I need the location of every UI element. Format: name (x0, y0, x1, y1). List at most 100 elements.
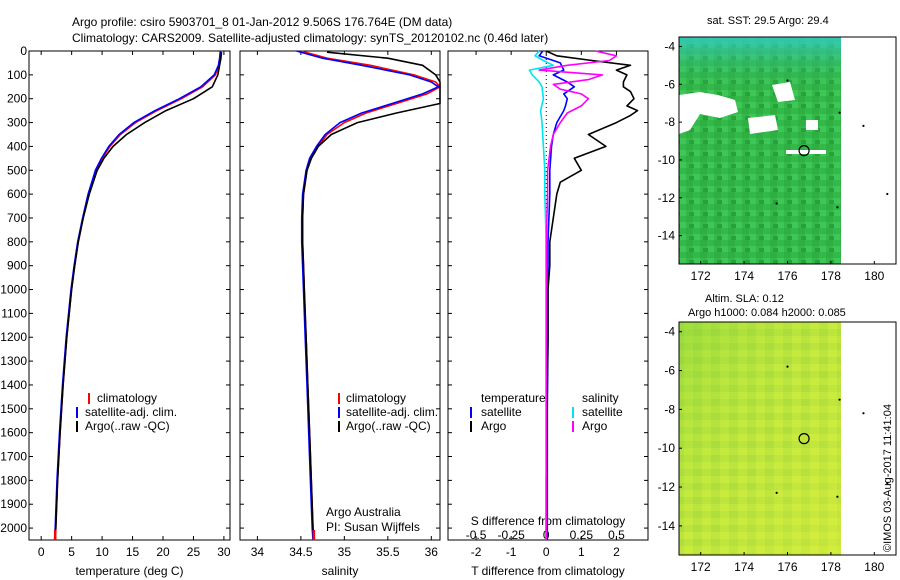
figure-title-line2: Climatology: CARS2009. Satellite-adjuste… (72, 31, 548, 45)
sla-map-shading (679, 322, 841, 555)
legend-sal-argo-label: Argo (582, 419, 608, 433)
map-x-tick-label: 176 (777, 560, 797, 574)
legend-climatology-label: climatology (97, 391, 157, 405)
map-y-tick-label: -12 (658, 191, 676, 205)
map-x-tick-label: 172 (691, 269, 711, 283)
map-y-tick-label: -10 (658, 153, 676, 167)
map-y-tick-label: -14 (658, 229, 676, 243)
sla-map: Altim. SLA: 0.12 Argo h1000: 0.084 h2000… (658, 293, 897, 574)
map-y-tick-label: -8 (664, 115, 675, 129)
depth-tick-label: 1800 (0, 473, 27, 487)
salinity-panel: 34 34.5 35 35.5 36 salinity (239, 50, 441, 578)
x-axis-label: temperature (deg C) (75, 564, 183, 578)
depth-tick-label: 500 (7, 163, 27, 177)
x-tick-label: 36 (425, 545, 439, 559)
depth-tick-label: 0 (20, 44, 27, 58)
map-x-tick-label: 172 (691, 560, 711, 574)
series-line (53, 50, 222, 541)
map-y-tick-label: -6 (664, 364, 675, 378)
island-marker (862, 412, 865, 415)
temperature-legend: climatology satellite-adj. clim. Argo(..… (76, 391, 177, 433)
series-line (538, 50, 576, 540)
sla-map-axes: 172 174 176 178 180 -4 -6 -8 -10 -12 -14 (658, 321, 897, 574)
legend-argo-label: Argo(..raw -QC) (346, 419, 431, 433)
sst-map-cloud-mask (679, 92, 738, 134)
series-line (545, 50, 639, 540)
series-line (296, 50, 440, 541)
temperature-panel: 0100200300400500600700800900100011001200… (0, 44, 231, 578)
depth-tick-label: 200 (7, 92, 27, 106)
island-marker (862, 124, 865, 128)
map-y-tick-label: -8 (664, 402, 675, 416)
salinity-legend: climatology satellite-adj. clim. Argo(..… (326, 391, 438, 534)
x-tick-label: 35.5 (376, 545, 400, 559)
map-y-tick-label: -14 (658, 519, 676, 533)
map-x-tick-label: 174 (734, 560, 754, 574)
sla-map-land-mask (841, 322, 896, 555)
x-tick-label: 5 (68, 545, 75, 559)
x-tick-label: 34.5 (289, 545, 313, 559)
map-x-tick-label: 180 (864, 269, 884, 283)
island-marker (836, 495, 839, 498)
island-marker (786, 79, 789, 82)
x-tick-label: 1 (578, 545, 585, 559)
island-marker (836, 206, 839, 209)
depth-tick-label: 1300 (0, 354, 27, 368)
top-tick-label: 0.5 (608, 528, 625, 542)
depth-tick-label: 1200 (0, 330, 27, 344)
depth-tick-label: 400 (7, 139, 27, 153)
float-location-marker (798, 145, 810, 157)
series-line (54, 50, 222, 541)
legend-temperature-head: temperature (481, 391, 546, 405)
depth-tick-label: 300 (7, 116, 27, 130)
island-marker (886, 192, 889, 196)
x-tick-label: 20 (156, 545, 170, 559)
sst-map-axes: 172 174 176 178 180 -4 -6 -8 -10 -12 -14 (658, 36, 897, 283)
series-line (301, 51, 441, 539)
map-y-tick-label: -4 (664, 325, 675, 339)
x-tick-label: 0 (38, 545, 45, 559)
legend-argo-label: Argo(..raw -QC) (85, 419, 170, 433)
series-line (54, 52, 223, 539)
map-x-tick-label: 178 (821, 560, 841, 574)
x-tick-label: 30 (217, 545, 231, 559)
depth-tick-label: 100 (7, 68, 27, 82)
sst-map-land-mask (841, 37, 896, 264)
plot-frame (239, 50, 441, 541)
figure-title-line1: Argo profile: csiro 5903701_8 01-Jan-201… (72, 15, 452, 29)
x-tick-label: 34 (251, 545, 265, 559)
difference-legend: temperature salinity satellite satellite… (470, 391, 623, 433)
depth-tick-label: 1500 (0, 402, 27, 416)
sst-map-cloud-mask (748, 115, 778, 134)
depth-tick-label: 1000 (0, 283, 27, 297)
legend-temp-satellite-label: satellite (481, 405, 522, 419)
series-line (528, 50, 555, 540)
map-x-tick-label: 174 (734, 269, 754, 283)
x-tick-label: 10 (95, 545, 109, 559)
x-tick-label: 0 (543, 545, 550, 559)
sst-map-cloud-mask (786, 150, 826, 154)
x-tick-label: -2 (471, 545, 482, 559)
island-marker (775, 491, 778, 494)
depth-tick-label: 1900 (0, 497, 27, 511)
map-y-tick-label: -10 (658, 441, 676, 455)
credit-pi: PI: Susan Wijffels (326, 520, 420, 534)
map-y-tick-label: -12 (658, 480, 676, 494)
map-x-tick-label: 180 (864, 560, 884, 574)
sla-map-subtitle: Argo h1000: 0.084 h2000: 0.085 (688, 307, 846, 319)
depth-tick-label: 900 (7, 259, 27, 273)
top-tick-label: 0.25 (570, 528, 594, 542)
series-line (300, 50, 441, 541)
x-axis-label: salinity (322, 564, 359, 578)
sst-map-cloud-mask (806, 120, 818, 130)
island-marker (838, 398, 841, 401)
legend-salinity-head: salinity (582, 391, 619, 405)
island-marker (886, 482, 889, 485)
map-x-tick-label: 178 (821, 269, 841, 283)
depth-tick-label: 700 (7, 211, 27, 225)
series-line (538, 50, 618, 540)
island-marker (786, 365, 789, 368)
x-tick-label: 35 (338, 545, 352, 559)
